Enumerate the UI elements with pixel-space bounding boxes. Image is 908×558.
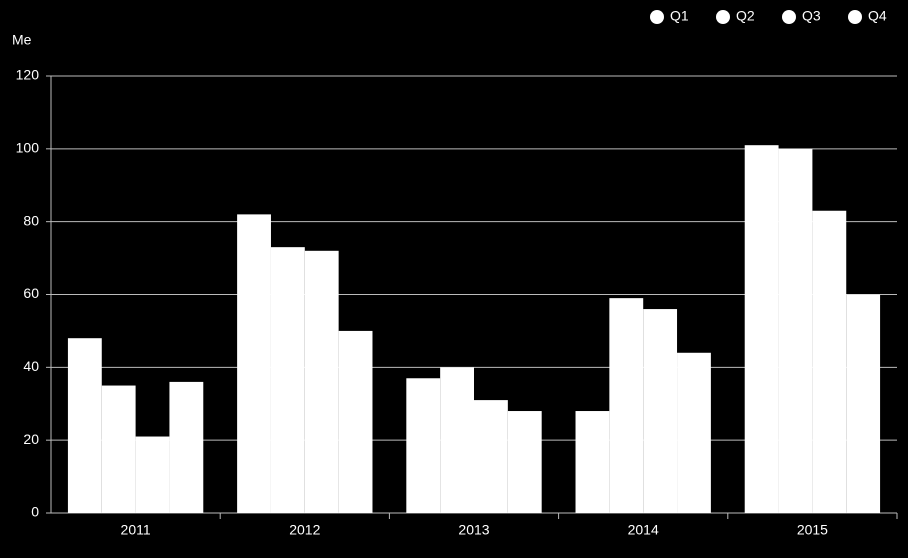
- y-tick-label: 20: [23, 431, 39, 447]
- y-tick-label: 60: [23, 285, 39, 301]
- bar: [778, 148, 813, 514]
- legend-label: Q2: [736, 8, 755, 24]
- bar: [67, 338, 102, 513]
- x-tick-label: 2012: [289, 522, 320, 538]
- legend-marker: [650, 10, 664, 24]
- legend-marker: [848, 10, 862, 24]
- bar: [135, 436, 170, 513]
- legend-label: Q1: [670, 8, 689, 24]
- y-axis-label: Me: [12, 32, 32, 48]
- bar: [812, 210, 847, 513]
- y-tick-label: 100: [16, 140, 40, 156]
- legend-label: Q3: [802, 8, 821, 24]
- bar: [338, 330, 373, 513]
- bar: [304, 250, 339, 514]
- bar: [609, 298, 644, 513]
- bar: [101, 385, 136, 513]
- bar: [474, 400, 508, 513]
- bar: [270, 247, 305, 514]
- y-tick-label: 40: [23, 358, 39, 374]
- x-tick-label: 2011: [121, 522, 151, 538]
- bar: [846, 294, 881, 513]
- y-tick-label: 0: [31, 504, 39, 520]
- legend-marker: [782, 10, 796, 24]
- y-tick-label: 80: [23, 212, 39, 228]
- x-tick-label: 2013: [458, 522, 489, 538]
- bar: [237, 214, 271, 513]
- bar: [643, 309, 678, 513]
- legend-marker: [716, 10, 730, 24]
- x-tick-label: 2014: [628, 522, 659, 538]
- bar: [575, 411, 610, 513]
- legend-label: Q4: [868, 8, 887, 24]
- bar: [507, 411, 542, 513]
- bar: [406, 378, 441, 513]
- bar: [744, 145, 779, 514]
- bar: [440, 367, 474, 513]
- y-tick-label: 120: [16, 67, 40, 83]
- bar: [677, 352, 711, 513]
- bar: [169, 381, 204, 513]
- x-tick-label: 2015: [797, 522, 828, 538]
